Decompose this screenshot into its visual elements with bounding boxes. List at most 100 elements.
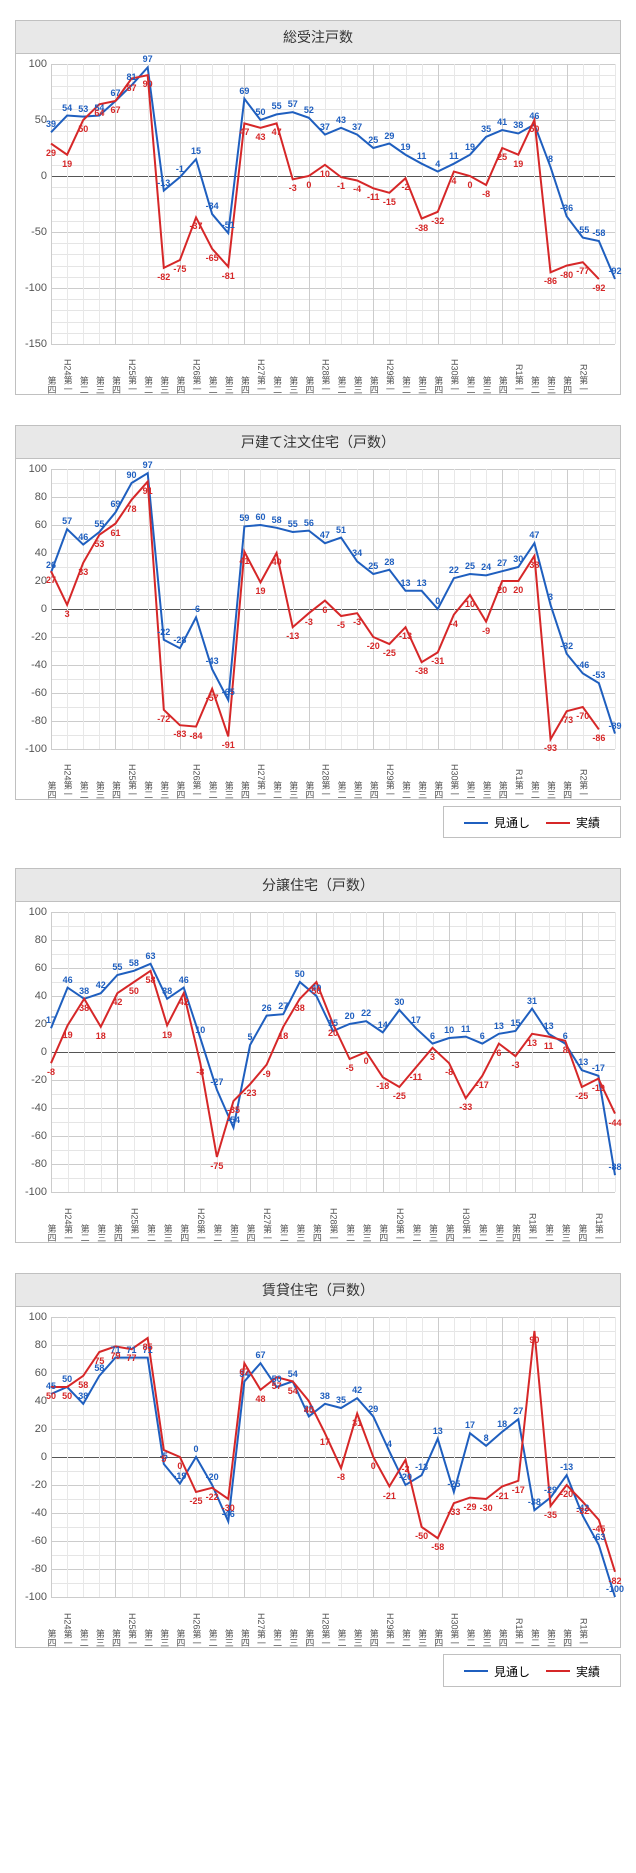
- xtick: 第二: [411, 1224, 420, 1242]
- xtick: 第四: [369, 1629, 378, 1647]
- ytick: 100: [19, 1311, 47, 1323]
- xtick: R1第一: [578, 1618, 587, 1648]
- xtick: 第四: [433, 1629, 442, 1647]
- ytick: -100: [19, 743, 47, 755]
- xtick: 第二: [337, 781, 346, 799]
- xtick: 第四: [111, 781, 120, 799]
- ytick: -100: [19, 282, 47, 294]
- xtick: 第三: [417, 781, 426, 799]
- xtick: 第四: [240, 1629, 249, 1647]
- xtick: H25第一: [129, 1208, 138, 1243]
- xtick: H30第一: [449, 1613, 458, 1648]
- ytick: -100: [19, 1186, 47, 1198]
- xtick: 第二: [401, 376, 410, 394]
- xtick: 第三: [95, 781, 104, 799]
- xtick: 第三: [159, 1629, 168, 1647]
- ytick: -100: [19, 1591, 47, 1603]
- xtick: 第三: [362, 1224, 371, 1242]
- xtick: 第二: [143, 781, 152, 799]
- xtick: 第四: [369, 781, 378, 799]
- xtick: 第三: [95, 376, 104, 394]
- xtick: 第二: [401, 1629, 410, 1647]
- xtick: 第四: [433, 376, 442, 394]
- legend-swatch-blue: [464, 822, 488, 825]
- xtick: 第二: [478, 1224, 487, 1242]
- ytick: -50: [19, 226, 47, 238]
- xtick: 第三: [494, 1224, 503, 1242]
- plot-area: -100-80-60-40-20020406080100第四H24第一第二第三第…: [15, 1307, 621, 1648]
- ytick: -80: [19, 1158, 47, 1170]
- ytick: -40: [19, 659, 47, 671]
- xtick: 第二: [337, 376, 346, 394]
- ytick: -40: [19, 1102, 47, 1114]
- xtick: R1第一: [594, 1213, 603, 1243]
- ytick: 20: [19, 1018, 47, 1030]
- plot-area: -100-80-60-40-20020406080100第四H24第一第二第三第…: [15, 459, 621, 800]
- xtick: 第二: [272, 1629, 281, 1647]
- xtick: 第三: [353, 376, 362, 394]
- ytick: 50: [19, 114, 47, 126]
- ytick: -20: [19, 631, 47, 643]
- plot-area: -150-100-50050100第四H24第一第二第三第四H25第一第二第三第…: [15, 54, 621, 395]
- legend-label-red: 実績: [576, 814, 600, 831]
- xtick: 第二: [530, 376, 539, 394]
- ytick: 60: [19, 1367, 47, 1379]
- ytick: -40: [19, 1507, 47, 1519]
- xtick: 第四: [47, 781, 56, 799]
- xtick: R1第一: [514, 769, 523, 799]
- xtick: 第三: [159, 376, 168, 394]
- chart-1: 戸建て注文住宅（戸数）-100-80-60-40-20020406080100第…: [15, 425, 621, 838]
- xtick: 第二: [345, 1224, 354, 1242]
- ytick: -60: [19, 1130, 47, 1142]
- ytick: -80: [19, 1563, 47, 1575]
- legend-swatch-red: [546, 822, 570, 825]
- xtick: 第二: [80, 1224, 89, 1242]
- xtick: 第四: [179, 1224, 188, 1242]
- xtick: 第三: [482, 1629, 491, 1647]
- legend-swatch-blue: [464, 1670, 488, 1673]
- xtick: H26第一: [192, 1613, 201, 1648]
- ytick: -80: [19, 715, 47, 727]
- xtick: 第二: [401, 781, 410, 799]
- xtick: H29第一: [385, 359, 394, 394]
- xtick: H27第一: [256, 1613, 265, 1648]
- ytick: 40: [19, 547, 47, 559]
- xtick: H30第一: [449, 359, 458, 394]
- xtick: 第四: [111, 1629, 120, 1647]
- legend-item-blue: 見通し: [464, 814, 530, 831]
- ytick: 80: [19, 491, 47, 503]
- ytick: -60: [19, 687, 47, 699]
- xtick: 第二: [544, 1224, 553, 1242]
- xtick: 第二: [279, 1224, 288, 1242]
- ytick: 80: [19, 1339, 47, 1351]
- data-label: 97: [143, 54, 153, 64]
- ytick: 100: [19, 58, 47, 70]
- xtick: 第三: [482, 781, 491, 799]
- ytick: -20: [19, 1074, 47, 1086]
- xtick: 第四: [562, 1629, 571, 1647]
- xtick: H29第一: [395, 1208, 404, 1243]
- chart-2: 分譲住宅（戸数）-100-80-60-40-20020406080100第四H2…: [15, 868, 621, 1243]
- xtick: 第四: [304, 1629, 313, 1647]
- chart-title: 分譲住宅（戸数）: [15, 868, 621, 902]
- xtick: 第二: [208, 781, 217, 799]
- xtick: 第二: [465, 781, 474, 799]
- xtick: 第二: [79, 376, 88, 394]
- xtick: 第二: [530, 1629, 539, 1647]
- xtick: 第四: [378, 1224, 387, 1242]
- xtick: 第三: [163, 1224, 172, 1242]
- xtick: R2第一: [578, 769, 587, 799]
- xtick: 第二: [465, 1629, 474, 1647]
- xtick: 第三: [546, 1629, 555, 1647]
- legend-item-red: 実績: [546, 1663, 600, 1680]
- xtick: 第三: [224, 1629, 233, 1647]
- xtick: 第三: [417, 376, 426, 394]
- xtick: H28第一: [320, 359, 329, 394]
- xtick: 第四: [562, 781, 571, 799]
- xtick: 第四: [498, 1629, 507, 1647]
- xtick: 第三: [295, 1224, 304, 1242]
- legend-label-blue: 見通し: [494, 814, 530, 831]
- xtick: 第四: [498, 781, 507, 799]
- xtick: 第三: [229, 1224, 238, 1242]
- ytick: 80: [19, 934, 47, 946]
